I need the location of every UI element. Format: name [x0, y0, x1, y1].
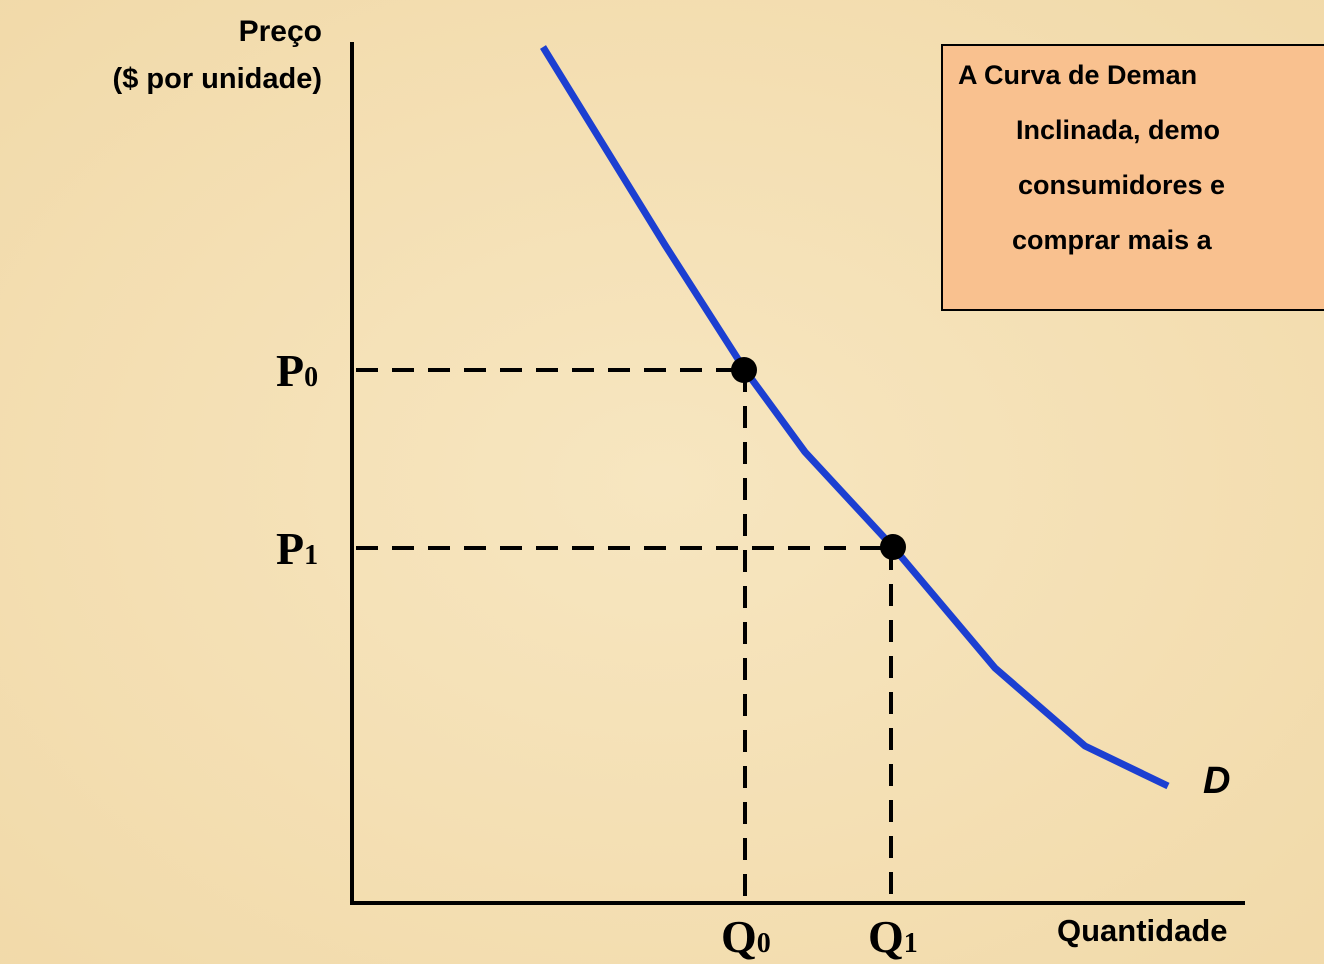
quantity-sub: 0	[757, 928, 771, 959]
quantity-label: Q1	[868, 911, 918, 962]
note-line: Inclinada, demo	[1016, 115, 1220, 145]
quantity-main: Q	[721, 911, 757, 962]
demand-curve	[540, 45, 1170, 790]
price-sub: 1	[304, 540, 318, 571]
point-1	[880, 534, 906, 560]
note-box	[941, 44, 1324, 311]
price-main: P	[276, 345, 304, 396]
point-0	[731, 357, 757, 383]
note-line: consumidores e	[1018, 170, 1225, 200]
x-axis-label: Quantidade	[1057, 913, 1228, 948]
y-axis-unit: ($ por unidade)	[113, 63, 322, 95]
price-main: P	[276, 523, 304, 574]
quantity-main: Q	[868, 911, 904, 962]
quantity-label: Q0	[721, 911, 771, 962]
price-sub: 0	[304, 362, 318, 393]
guides	[356, 368, 893, 901]
price-label: P0	[276, 345, 318, 396]
curve-label: D	[1203, 760, 1230, 802]
note-line: A Curva de Deman	[958, 60, 1197, 90]
quantity-sub: 1	[904, 928, 918, 959]
y-axis-label: Preço	[239, 15, 322, 48]
note-line: comprar mais a	[1012, 225, 1213, 255]
price-label: P1	[276, 523, 318, 574]
